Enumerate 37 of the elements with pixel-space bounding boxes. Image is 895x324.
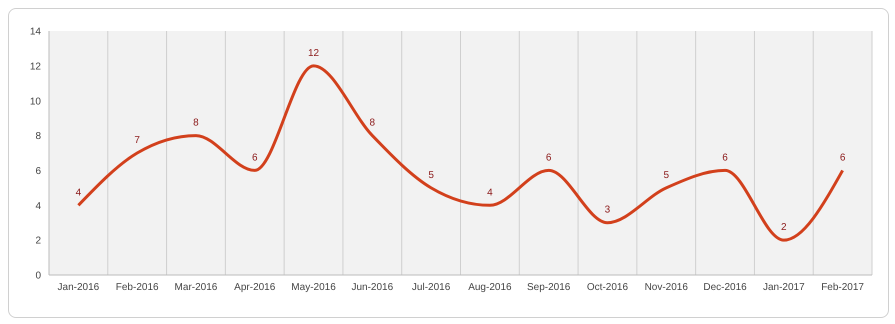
data-label: 5 bbox=[663, 170, 670, 181]
line-series bbox=[76, 64, 844, 242]
x-tick-label: Nov-2016 bbox=[644, 282, 688, 294]
x-tick-label: Jul-2016 bbox=[412, 282, 451, 294]
x-tick-label: Apr-2016 bbox=[234, 282, 276, 294]
data-label: 7 bbox=[134, 135, 140, 146]
y-tick-label: 2 bbox=[35, 236, 42, 247]
y-tick-label: 4 bbox=[35, 200, 42, 212]
x-tick-label: Jun-2016 bbox=[351, 282, 394, 294]
x-tick-label: May-2016 bbox=[291, 282, 336, 294]
data-label: 4 bbox=[76, 187, 82, 198]
x-tick-label: Sep-2016 bbox=[526, 282, 571, 294]
data-label: 8 bbox=[193, 118, 200, 129]
data-label: 6 bbox=[722, 152, 728, 164]
y-tick-label: 8 bbox=[35, 131, 42, 142]
x-tick-label: Feb-2016 bbox=[116, 282, 160, 294]
data-label: 6 bbox=[252, 152, 258, 164]
y-tick-label: 0 bbox=[35, 270, 42, 282]
data-label: 2 bbox=[781, 222, 788, 234]
data-label: 5 bbox=[428, 170, 434, 181]
x-tick-label: Aug-2016 bbox=[468, 282, 512, 294]
x-tick-label: Feb-2017 bbox=[821, 282, 864, 294]
y-tick-label: 12 bbox=[30, 61, 42, 72]
data-label: 6 bbox=[840, 152, 846, 164]
data-label: 3 bbox=[604, 204, 611, 216]
y-tick-label: 10 bbox=[30, 96, 42, 108]
x-tick-label: Dec-2016 bbox=[703, 282, 748, 294]
data-label: 4 bbox=[487, 187, 494, 198]
x-tick-label: Jan-2016 bbox=[58, 282, 100, 294]
y-tick-label: 6 bbox=[35, 166, 42, 177]
data-label: 12 bbox=[308, 48, 320, 59]
data-label: 8 bbox=[370, 118, 376, 129]
x-tick-label: Jan-2017 bbox=[762, 282, 806, 294]
x-tick-label: Mar-2016 bbox=[174, 282, 218, 294]
y-tick-label: 14 bbox=[30, 26, 42, 38]
data-label: 6 bbox=[546, 152, 552, 164]
x-tick-label: Oct-2016 bbox=[586, 282, 628, 294]
